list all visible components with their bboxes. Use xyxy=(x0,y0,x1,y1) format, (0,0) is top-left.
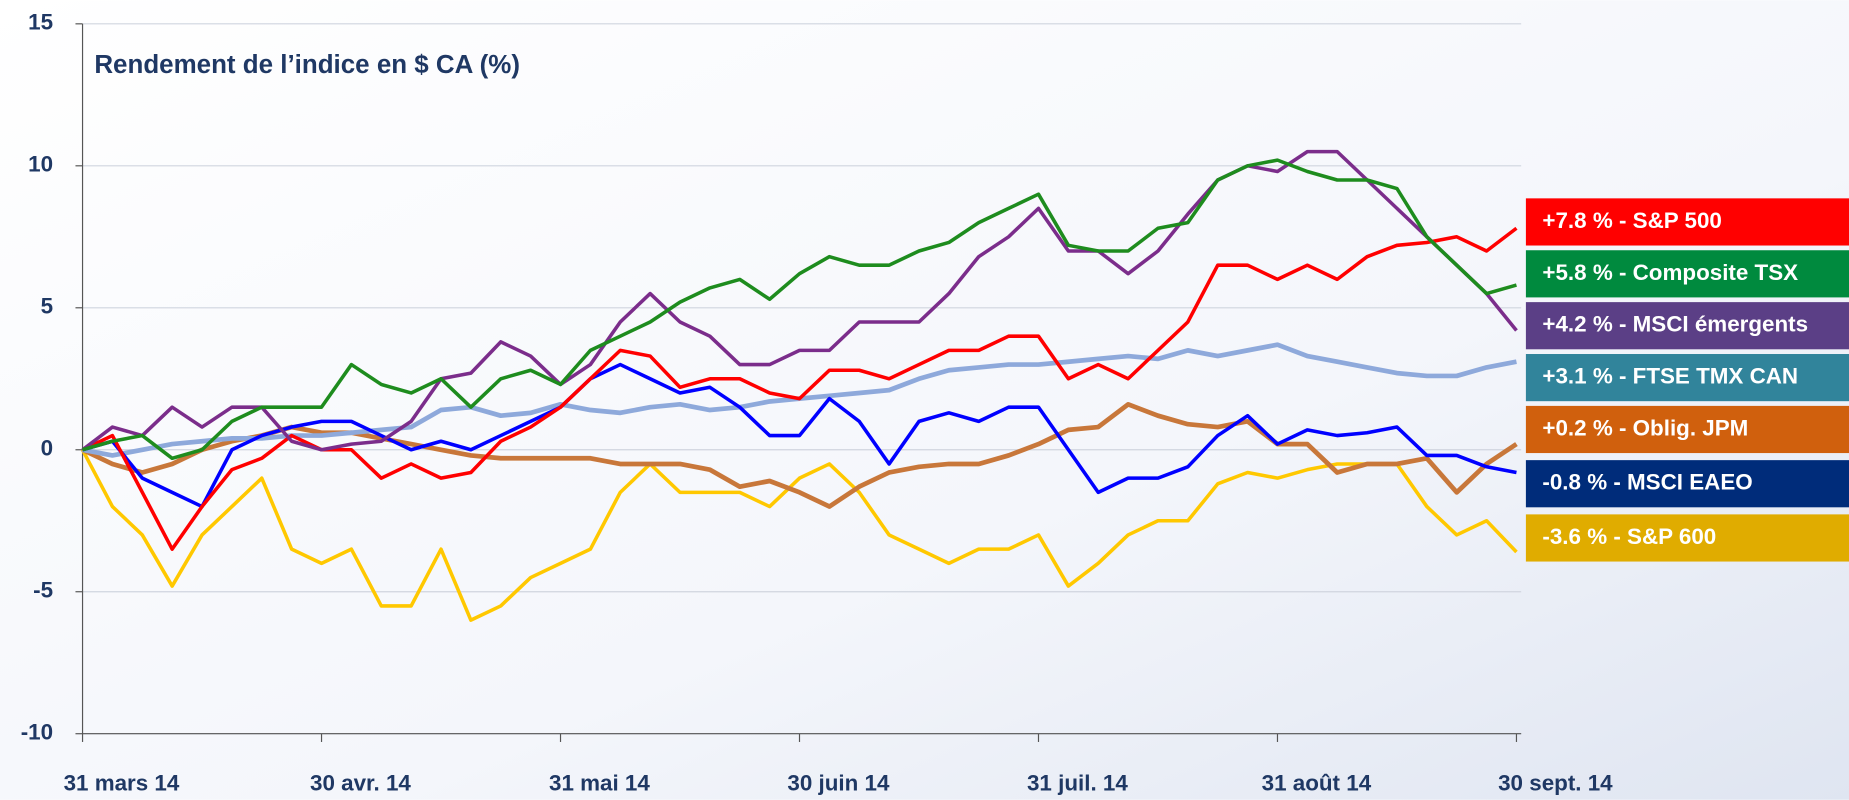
y-tick-label: 15 xyxy=(28,10,53,35)
legend-separator: - xyxy=(1613,208,1633,233)
legend-label: +4.2 % - MSCI émergents xyxy=(1542,312,1808,337)
x-tick-label: 30 sept. 14 xyxy=(1498,770,1613,795)
x-tick-label: 31 mars 14 xyxy=(64,770,180,795)
legend-separator: - xyxy=(1607,524,1627,549)
legend-label: -0.8 % - MSCI EAEO xyxy=(1542,470,1752,495)
legend-label: +7.8 % - S&P 500 xyxy=(1542,208,1721,233)
x-tick-label: 31 août 14 xyxy=(1262,770,1372,795)
legend-name: S&P 600 xyxy=(1627,524,1716,549)
legend-return: +7.8 % xyxy=(1542,208,1612,233)
legend-name: FTSE TMX CAN xyxy=(1633,364,1798,389)
x-tick-label: 31 mai 14 xyxy=(549,770,650,795)
y-tick-label: -10 xyxy=(21,720,53,745)
legend-separator: - xyxy=(1607,470,1627,495)
legend-label: -3.6 % - S&P 600 xyxy=(1542,524,1716,549)
legend-return: -0.8 % xyxy=(1542,470,1607,495)
x-tick-label: 30 juin 14 xyxy=(787,770,890,795)
legend-label: +3.1 % - FTSE TMX CAN xyxy=(1542,364,1798,389)
x-tick-label: 31 juil. 14 xyxy=(1027,770,1128,795)
legend-box xyxy=(1525,405,1849,454)
legend-name: MSCI émergents xyxy=(1633,312,1808,337)
legend-separator: - xyxy=(1613,260,1633,285)
series-line xyxy=(82,362,1517,509)
legend-return: +3.1 % xyxy=(1542,364,1612,389)
series-line xyxy=(81,149,1518,452)
legend-box xyxy=(1525,460,1849,508)
legend-return: -3.6 % xyxy=(1542,524,1607,549)
y-tick-label: 0 xyxy=(41,436,53,461)
y-tick-label: 5 xyxy=(41,294,53,319)
legend-box xyxy=(1525,514,1849,562)
legend-separator: - xyxy=(1613,364,1633,389)
legend-box xyxy=(1525,302,1849,350)
legend-box xyxy=(1525,198,1849,246)
legend-separator: - xyxy=(1613,312,1633,337)
legend-name: MSCI EAEO xyxy=(1627,470,1753,495)
legend-box xyxy=(1525,354,1849,402)
series-line xyxy=(82,158,1517,461)
legend-name: Composite TSX xyxy=(1633,260,1799,285)
x-tick-label: 30 avr. 14 xyxy=(310,770,411,795)
series-line xyxy=(80,448,1518,622)
legend-box xyxy=(1525,250,1849,298)
legend-separator: - xyxy=(1613,415,1633,440)
chart-title: Rendement de l’indice en $ CA (%) xyxy=(94,51,520,79)
legend-label: +0.2 % - Oblig. JPM xyxy=(1542,415,1748,440)
y-tick-label: -5 xyxy=(33,578,53,603)
y-tick-label: 10 xyxy=(28,152,53,177)
legend-name: S&P 500 xyxy=(1633,208,1722,233)
legend-return: +0.2 % xyxy=(1542,415,1612,440)
legend-label: +5.8 % - Composite TSX xyxy=(1542,260,1798,285)
legend-name: Oblig. JPM xyxy=(1633,415,1749,440)
legend-return: +4.2 % xyxy=(1542,312,1612,337)
legend-return: +5.8 % xyxy=(1542,260,1612,285)
